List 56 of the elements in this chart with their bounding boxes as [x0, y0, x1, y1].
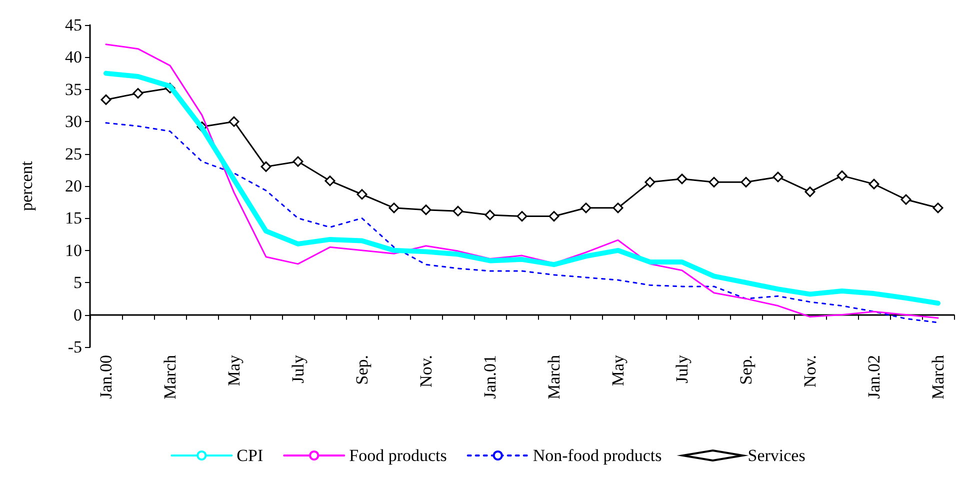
- point: [868, 178, 880, 190]
- x-tick-label: May: [224, 354, 244, 386]
- y-tick-label: 35: [65, 80, 82, 99]
- point: [228, 116, 240, 127]
- point: [292, 156, 304, 167]
- point: [484, 210, 496, 220]
- y-tick-label: 5: [74, 273, 82, 292]
- point: [644, 176, 656, 188]
- y-tick-label: 25: [65, 144, 82, 164]
- y-tick-label: -5: [68, 338, 82, 356]
- x-tick-label: Jan.01: [480, 355, 500, 399]
- y-tick-label: 40: [65, 48, 82, 67]
- y-tick-label: 10: [65, 240, 82, 260]
- x-tick-label: March: [544, 354, 564, 400]
- x-tick-label: March: [160, 354, 180, 400]
- legend-label: Services: [748, 446, 806, 465]
- x-tick-label: Sep.: [736, 355, 756, 385]
- x-tick-label: March: [928, 354, 948, 400]
- legend-label: Food products: [349, 446, 447, 465]
- x-tick-label: July: [288, 354, 308, 384]
- point: [900, 194, 912, 205]
- point: [740, 176, 752, 188]
- y-tick-label: 30: [65, 112, 82, 132]
- y-tick-label: 0: [74, 305, 82, 324]
- x-tick-label: Nov.: [800, 355, 820, 388]
- point: [932, 202, 944, 214]
- point: [836, 170, 848, 181]
- legend-label: CPI: [236, 446, 264, 465]
- point: [100, 94, 112, 105]
- point: [708, 176, 720, 188]
- point: [676, 174, 688, 184]
- x-tick-label: Jan.00: [96, 355, 116, 399]
- point: [132, 88, 144, 99]
- point: [420, 204, 432, 216]
- point: [452, 206, 464, 216]
- x-tick-label: May: [608, 354, 628, 386]
- point: [516, 211, 528, 222]
- line-series: [105, 122, 939, 324]
- point: [612, 202, 624, 214]
- point: [548, 211, 560, 222]
- x-tick-label: Nov.: [416, 355, 436, 388]
- y-tick-label: 20: [65, 176, 82, 196]
- point: [772, 172, 784, 182]
- point: [356, 189, 368, 200]
- x-tick-label: Sep.: [352, 355, 372, 385]
- y-tick-label: 15: [65, 208, 82, 228]
- point: [260, 161, 272, 172]
- x-tick-label: July: [672, 354, 692, 384]
- point: [580, 202, 592, 214]
- legend-label: Non-food products: [532, 446, 662, 465]
- point: [324, 176, 336, 186]
- point: [804, 186, 816, 198]
- point: [388, 202, 400, 214]
- x-tick-label: Jan.02: [864, 355, 884, 399]
- y-tick-label: 45: [65, 16, 82, 34]
- y-axis-title: percent: [17, 160, 36, 212]
